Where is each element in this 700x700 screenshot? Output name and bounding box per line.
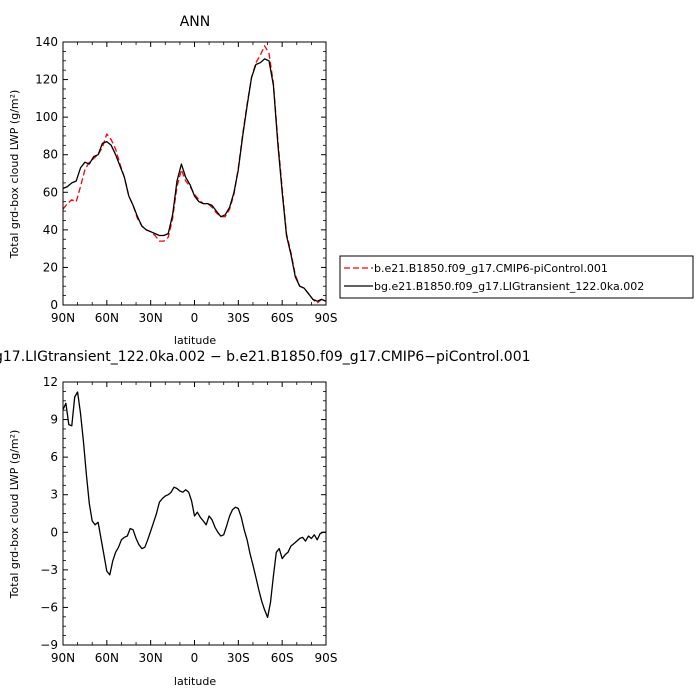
bottom-y-tick-label: −6	[40, 600, 58, 614]
bottom-panel: bg.e21.B1850.f09_g17.LIGtransient_122.0k…	[0, 349, 531, 688]
bottom-plot-frame	[62, 381, 327, 646]
bottom-series-line-0	[62, 391, 326, 619]
top-series-line-0	[62, 45, 327, 304]
bottom-y-tick-label: 12	[43, 375, 58, 389]
top-y-tick-label: 80	[43, 148, 58, 162]
bottom-y-tick-label: −3	[40, 563, 58, 577]
bottom-chart-title: bg.e21.B1850.f09_g17.LIGtransient_122.0k…	[0, 349, 531, 365]
top-y-tick-label: 60	[43, 185, 58, 199]
top-x-tick-label: 60N	[95, 311, 119, 325]
bottom-x-tick-label: 60N	[95, 651, 119, 665]
top-plot-lines	[62, 45, 327, 304]
bottom-x-axis-label: latitude	[174, 675, 216, 688]
top-x-tick-label: 0	[191, 311, 199, 325]
top-x-axis-label: latitude	[174, 334, 216, 347]
top-y-tick-label: 40	[43, 223, 58, 237]
bottom-x-tick-label: 30N	[139, 651, 163, 665]
top-x-tick-label: 30S	[227, 311, 250, 325]
bottom-x-tick-label: 90S	[315, 651, 338, 665]
bottom-y-tick-label: −9	[40, 638, 58, 652]
bottom-y-tick-label: 6	[50, 450, 58, 464]
top-x-tick-label: 60S	[271, 311, 294, 325]
top-x-tick-label: 90S	[315, 311, 338, 325]
bottom-x-tick-label: 60S	[271, 651, 294, 665]
bottom-plot-lines	[62, 391, 326, 619]
top-x-tick-label: 90N	[51, 311, 75, 325]
bottom-y-tick-label: 9	[50, 413, 58, 427]
bottom-y-tick-label: 3	[50, 488, 58, 502]
top-plot-frame	[62, 41, 327, 306]
bottom-x-tick-label: 90N	[51, 651, 75, 665]
legend-label-LIGtransient: bg.e21.B1850.f09_g17.LIGtransient_122.0k…	[374, 280, 644, 293]
top-y-tick-label: 140	[35, 35, 58, 49]
top-y-axis-label: Total grd-box cloud LWP (g/m²)	[8, 90, 21, 260]
legend: b.e21.B1850.f09_g17.CMIP6-piControl.001 …	[339, 255, 694, 299]
top-series-line-1	[62, 58, 327, 302]
legend-label-piControl: b.e21.B1850.f09_g17.CMIP6-piControl.001	[374, 262, 608, 275]
top-panel: ANN Total grd-box cloud LWP (g/m²) latit…	[8, 14, 337, 347]
bottom-y-axis-label: Total grd-box cloud LWP (g/m²)	[8, 430, 21, 600]
top-x-tick-label: 30N	[139, 311, 163, 325]
top-y-tick-label: 100	[35, 110, 58, 124]
top-y-tick-label: 0	[50, 298, 58, 312]
top-chart-title: ANN	[180, 14, 211, 30]
bottom-x-tick-label: 0	[191, 651, 199, 665]
bottom-x-tick-label: 30S	[227, 651, 250, 665]
top-y-tick-label: 20	[43, 260, 58, 274]
bottom-y-tick-label: 0	[50, 525, 58, 539]
top-axis-ticks: 0 20 40 60 80 100 120 140 90N 60N 30N 0 30S 60S 90S	[35, 35, 337, 325]
legend-box	[339, 255, 694, 299]
bottom-axis-ticks: −9 −6 −3 0 3 6 9 12 90N 60N 30N 0 30S 60S 90S	[40, 375, 337, 665]
top-y-tick-label: 120	[35, 73, 58, 87]
